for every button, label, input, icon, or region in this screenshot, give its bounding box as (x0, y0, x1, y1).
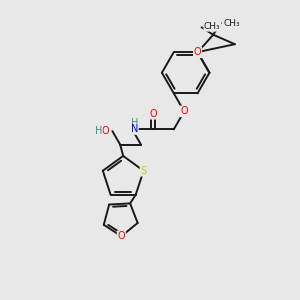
Text: N: N (131, 124, 138, 134)
Text: O: O (118, 231, 125, 241)
Text: O: O (194, 47, 201, 57)
Text: CH₃: CH₃ (223, 19, 240, 28)
Text: O: O (149, 109, 157, 119)
Text: O: O (180, 106, 188, 116)
Text: H: H (94, 126, 102, 136)
Text: O: O (101, 126, 109, 136)
Text: CH₃: CH₃ (204, 22, 220, 31)
Text: H: H (131, 118, 138, 128)
Text: S: S (140, 166, 147, 176)
